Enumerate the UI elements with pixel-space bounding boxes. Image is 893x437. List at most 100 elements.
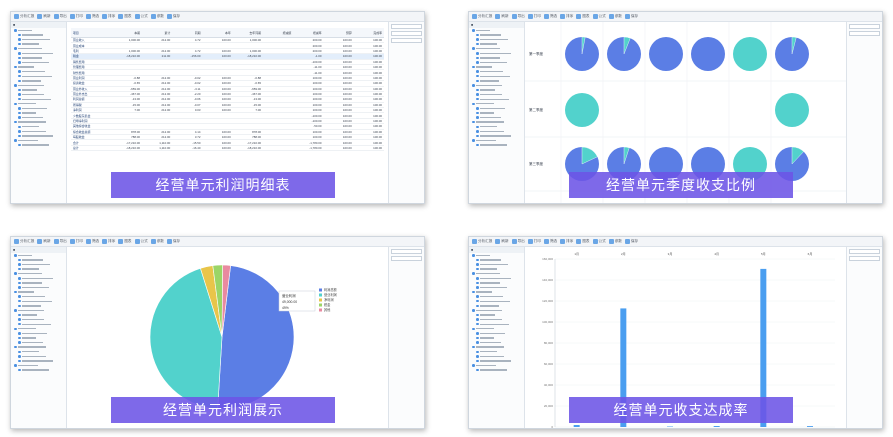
tree-node[interactable] — [469, 143, 524, 148]
tree-node[interactable] — [11, 359, 66, 364]
column-header[interactable]: 同期 — [194, 30, 201, 35]
tree-node[interactable] — [11, 74, 66, 79]
toolbar-button[interactable]: 刷新 — [37, 239, 51, 244]
tree-node[interactable] — [469, 304, 524, 309]
tree-node[interactable] — [469, 327, 524, 332]
tree-node[interactable] — [469, 299, 524, 304]
table-row[interactable]: 利润总额 -13.00 212.00 -0.06 100.00 -13.00 100.00 1… — [71, 97, 384, 103]
column-header[interactable]: 增减率 — [312, 30, 322, 35]
toolbar-button[interactable]: 导出 — [53, 239, 67, 244]
toolbar-button[interactable]: 刷新 — [37, 14, 51, 19]
pie-chart-cell[interactable] — [691, 37, 725, 71]
bar[interactable] — [760, 268, 767, 427]
tree-node[interactable] — [469, 60, 524, 65]
toolbar-button[interactable]: 图表 — [118, 14, 132, 19]
tree-node[interactable] — [11, 33, 66, 38]
table-row[interactable]: 所得税 -15.00 212.00 -0.07 100.00 -15.00 100.00 10… — [71, 103, 384, 109]
property-field[interactable] — [391, 31, 422, 36]
tree-node[interactable] — [469, 33, 524, 38]
tree-node[interactable] — [469, 349, 524, 354]
tree-node[interactable] — [469, 97, 524, 102]
tree-node[interactable] — [469, 79, 524, 84]
tree-node[interactable] — [469, 276, 524, 281]
toolbar-button[interactable]: 分析汇报 — [14, 239, 34, 244]
tree-node[interactable] — [11, 368, 66, 373]
column-header[interactable]: 本年 — [224, 30, 231, 35]
table-row[interactable]: 营业外收入 -659.00 212.00 -3.11 100.00 -659.00 100.… — [71, 87, 384, 92]
toolbar-button[interactable]: 导出 — [53, 14, 67, 19]
toolbar-button[interactable]: 刷新 — [495, 14, 509, 19]
tree-node[interactable] — [11, 120, 66, 125]
tree-node[interactable] — [11, 258, 66, 263]
tree-node[interactable] — [11, 354, 66, 359]
property-field[interactable] — [391, 256, 422, 261]
tree-node[interactable] — [11, 363, 66, 368]
tree-node[interactable] — [469, 120, 524, 125]
tree-node[interactable] — [11, 102, 66, 107]
toolbar-button[interactable]: 导出 — [511, 239, 525, 244]
tree-node[interactable] — [469, 368, 524, 373]
toolbar-button[interactable]: 分析汇报 — [14, 14, 34, 19]
toolbar-button[interactable]: 排序 — [102, 239, 115, 244]
property-field[interactable] — [391, 249, 422, 254]
toolbar-button[interactable]: 保存 — [624, 239, 638, 244]
tree-node[interactable] — [11, 69, 66, 74]
tree-node[interactable] — [11, 83, 66, 88]
tree-node[interactable] — [11, 143, 66, 148]
toolbar-button[interactable]: 排序 — [560, 14, 573, 19]
tree-node[interactable] — [469, 138, 524, 143]
tree-node[interactable] — [11, 46, 66, 51]
tree-node[interactable] — [11, 65, 66, 70]
field-tree[interactable] — [469, 28, 524, 147]
tree-node[interactable] — [469, 285, 524, 290]
tree-node[interactable] — [469, 317, 524, 322]
table-row[interactable]: 管理费用 -11.00 100.00 100.00 — [71, 65, 384, 71]
tree-node[interactable] — [469, 354, 524, 359]
column-header[interactable]: 完成率 — [373, 30, 382, 35]
tree-node[interactable] — [469, 290, 524, 295]
tree-node[interactable] — [469, 322, 524, 327]
tree-node[interactable] — [469, 106, 524, 111]
column-header[interactable]: 增减额 — [282, 30, 292, 35]
table-row[interactable]: 财务费用 -11.00 100.00 100.00 — [71, 70, 384, 76]
tree-node[interactable] — [469, 281, 524, 286]
table-row[interactable]: 税金 -18,210.00 211.00 -156.00 100.00 -18,210.0… — [71, 54, 384, 60]
tree-node[interactable] — [11, 124, 66, 129]
toolbar-button[interactable]: 刷新 — [495, 239, 509, 244]
column-header[interactable]: 本期 — [134, 30, 140, 35]
tree-node[interactable] — [11, 79, 66, 84]
table-row[interactable]: 少数股东损益 -100.00 100.00 100.00 — [71, 113, 384, 119]
toolbar-button[interactable]: 筛选 — [543, 14, 557, 19]
tree-node[interactable] — [11, 276, 66, 281]
tree-node[interactable] — [11, 134, 66, 139]
pie-chart-cell[interactable] — [565, 36, 599, 71]
toolbar-button[interactable]: 图表 — [576, 14, 590, 19]
tree-node[interactable] — [11, 299, 66, 304]
toolbar-button[interactable]: 保存 — [624, 14, 638, 19]
pie-chart-cell[interactable] — [775, 93, 809, 127]
tree-node[interactable] — [469, 313, 524, 318]
table-row[interactable]: 销售费用 -100.00 100.00 100.00 — [71, 60, 384, 65]
toolbar-button[interactable]: 公式 — [592, 239, 606, 244]
toolbar-button[interactable]: 分析汇报 — [472, 239, 492, 244]
tree-node[interactable] — [469, 271, 524, 276]
pie-chart-cell[interactable] — [565, 93, 599, 127]
table-row[interactable]: 总计 -18,210.00 1,110.00 -16.40 100.00 -18,210.… — [71, 146, 384, 152]
bar[interactable] — [807, 426, 813, 427]
tree-node[interactable] — [11, 331, 66, 336]
toolbar-button[interactable]: 筛选 — [85, 239, 99, 244]
tree-node[interactable] — [11, 88, 66, 93]
table-row[interactable]: 营业成本 200.00 100.00 100.00 — [71, 43, 384, 49]
tree-node[interactable] — [469, 74, 524, 79]
pie-chart-cell[interactable] — [733, 37, 767, 71]
property-field[interactable] — [391, 24, 422, 29]
pie-slice[interactable] — [217, 265, 295, 410]
column-header[interactable]: 预算 — [345, 30, 352, 35]
tree-node[interactable] — [469, 28, 524, 33]
table-row[interactable]: 合计 -17,210.00 1,110.00 -15.50 100.00 -17,210.… — [71, 140, 384, 146]
column-header[interactable]: 去年同期 — [249, 30, 261, 35]
tree-node[interactable] — [469, 46, 524, 51]
tree-node[interactable] — [469, 129, 524, 134]
tree-node[interactable] — [469, 331, 524, 336]
field-tree[interactable] — [469, 253, 524, 372]
